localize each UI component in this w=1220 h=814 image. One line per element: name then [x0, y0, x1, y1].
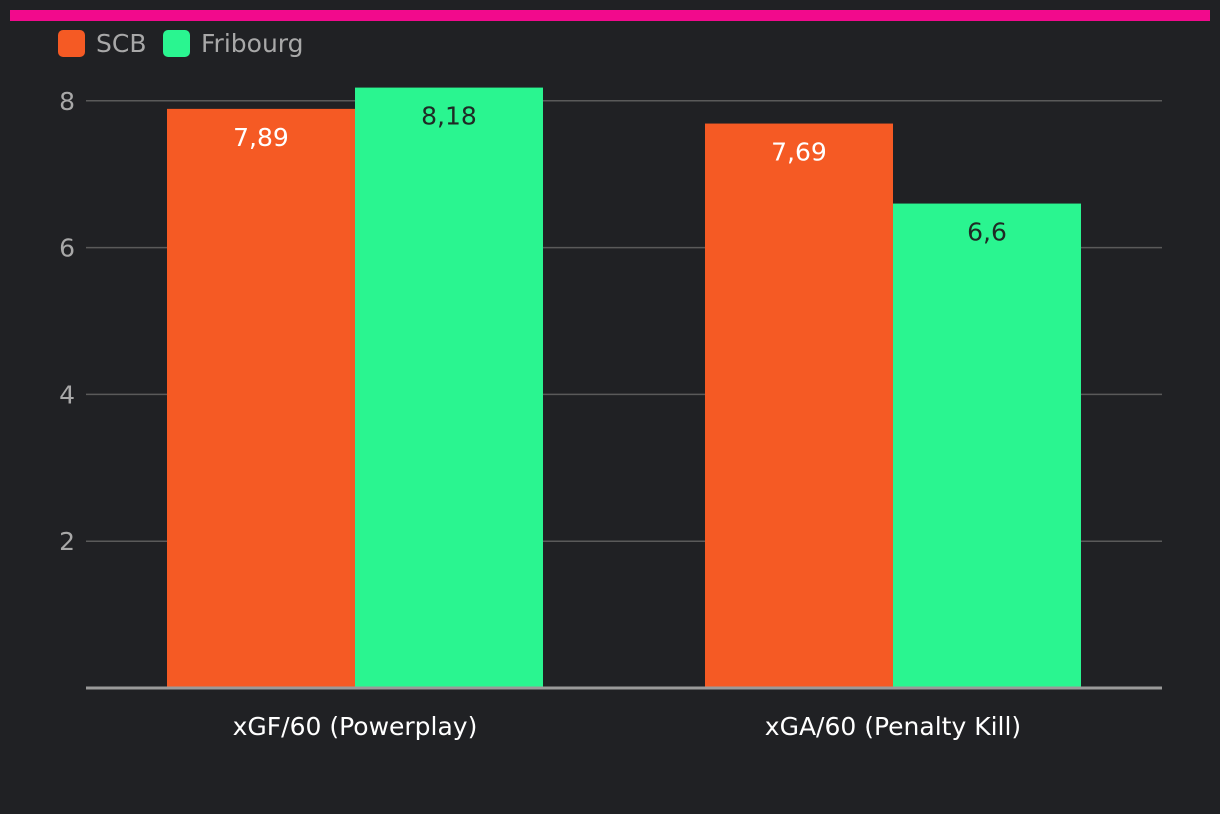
bar-label-scb-0: 7,89 [233, 123, 289, 152]
bar-scb-0 [167, 108, 355, 688]
y-tick-label-2: 2 [59, 527, 75, 556]
legend-label-scb: SCB [96, 29, 146, 58]
legend: SCB Fribourg [58, 29, 304, 58]
x-axis: xGF/60 (Powerplay) xGA/60 (Penalty Kill) [86, 686, 1162, 741]
x-category-label-0: xGF/60 (Powerplay) [233, 712, 478, 741]
bar-fribourg-0 [355, 87, 543, 688]
bars [167, 87, 1081, 688]
accent-top-bar [10, 10, 1210, 21]
bar-value-labels: 7,89 8,18 7,69 6,6 [233, 102, 1007, 247]
legend-swatch-fribourg [163, 30, 190, 57]
x-category-label-1: xGA/60 (Penalty Kill) [765, 712, 1021, 741]
bar-label-fribourg-1: 6,6 [967, 218, 1007, 247]
legend-swatch-scb [58, 30, 85, 57]
y-tick-label-8: 8 [59, 87, 75, 116]
legend-label-fribourg: Fribourg [201, 29, 304, 58]
bar-label-fribourg-0: 8,18 [421, 102, 477, 131]
bar-scb-1 [705, 123, 893, 688]
y-tick-label-4: 4 [59, 380, 75, 409]
y-tick-label-6: 6 [59, 234, 75, 263]
bar-label-scb-1: 7,69 [771, 138, 827, 167]
bar-fribourg-1 [893, 203, 1081, 688]
